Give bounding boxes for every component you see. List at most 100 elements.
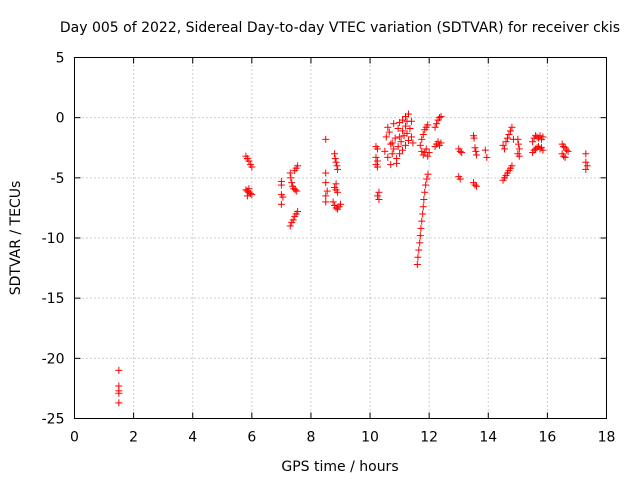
y-axis-title: SDTVAR / TECUs — [8, 181, 24, 296]
data-point — [372, 153, 380, 161]
data-point — [115, 366, 123, 374]
data-point — [529, 138, 537, 146]
data-point — [499, 141, 507, 149]
data-point — [423, 175, 431, 183]
data-point — [533, 133, 541, 141]
data-point — [387, 161, 395, 169]
data-point — [458, 149, 466, 157]
data-point — [413, 260, 421, 268]
data-point — [434, 138, 442, 146]
data-point — [399, 116, 407, 124]
data-point — [403, 117, 411, 125]
data-point — [388, 139, 396, 147]
data-point — [582, 165, 590, 173]
data-point — [384, 153, 392, 161]
y-tick-label: -25 — [42, 412, 65, 428]
data-point — [388, 150, 396, 158]
data-point — [337, 200, 344, 208]
data-point — [506, 127, 514, 135]
data-point — [536, 132, 544, 140]
data-point — [322, 179, 330, 187]
data-point — [505, 131, 513, 139]
data-point — [403, 129, 411, 137]
data-point — [331, 150, 339, 158]
data-point — [514, 135, 522, 143]
data-point — [373, 163, 381, 171]
data-point — [582, 158, 590, 166]
data-point — [248, 163, 256, 171]
x-tick-label: 12 — [420, 430, 438, 446]
data-point — [508, 123, 516, 131]
data-point — [471, 181, 479, 189]
y-tick-label: -20 — [42, 351, 65, 367]
data-point — [418, 217, 426, 225]
data-point — [331, 155, 339, 163]
data-point — [245, 157, 253, 165]
x-tick-label: 0 — [70, 430, 79, 446]
data-point — [334, 188, 342, 196]
data-point — [387, 140, 395, 148]
x-tick-label: 2 — [129, 430, 138, 446]
data-point — [560, 143, 568, 151]
data-point — [381, 147, 389, 155]
y-tick-label: 0 — [56, 111, 65, 127]
x-tick-label: 16 — [538, 430, 556, 446]
y-tick-label: -10 — [42, 231, 65, 247]
data-point — [483, 153, 491, 161]
data-point — [433, 120, 441, 128]
data-point — [115, 389, 123, 397]
x-tick-label: 14 — [479, 430, 497, 446]
data-point — [437, 112, 445, 120]
data-point — [399, 127, 407, 135]
data-point — [409, 139, 417, 147]
data-point — [394, 143, 402, 151]
data-point — [425, 149, 433, 157]
y-tick-label: -5 — [51, 171, 65, 187]
data-point — [472, 151, 480, 159]
data-point — [539, 133, 547, 141]
data-point — [332, 158, 340, 166]
data-point — [472, 147, 480, 155]
x-tick-label: 18 — [598, 430, 616, 446]
data-point — [286, 169, 294, 177]
data-point — [508, 162, 516, 170]
data-point — [384, 123, 392, 131]
data-point — [417, 224, 425, 232]
data-point — [245, 185, 253, 193]
data-point — [287, 174, 295, 182]
data-point — [419, 131, 427, 139]
data-point — [396, 150, 404, 158]
data-point — [515, 145, 523, 153]
data-point — [514, 140, 522, 148]
data-point — [332, 180, 340, 188]
data-point — [583, 162, 591, 170]
data-point — [322, 169, 330, 177]
data-point — [561, 153, 569, 161]
data-point — [243, 192, 251, 200]
data-point — [481, 146, 489, 154]
data-point — [501, 145, 509, 153]
data-point — [564, 147, 572, 155]
data-point — [373, 157, 381, 165]
data-point — [472, 182, 480, 190]
data-point — [393, 159, 401, 167]
data-point — [404, 137, 412, 145]
data-point — [436, 114, 444, 122]
data-point — [418, 135, 426, 143]
data-point — [373, 192, 381, 200]
data-point — [277, 200, 285, 208]
data-point — [422, 145, 430, 153]
data-point — [582, 150, 590, 158]
data-point — [391, 134, 399, 142]
data-point — [375, 188, 383, 196]
data-point — [563, 146, 571, 154]
data-point — [279, 193, 287, 201]
data-point — [396, 133, 404, 141]
data-point — [560, 152, 568, 160]
data-point — [471, 144, 479, 152]
data-point — [456, 147, 464, 155]
y-axis: -25 -20 -15 -10 -5 0 5 — [42, 51, 607, 428]
data-point — [322, 135, 330, 143]
data-point — [394, 124, 402, 132]
